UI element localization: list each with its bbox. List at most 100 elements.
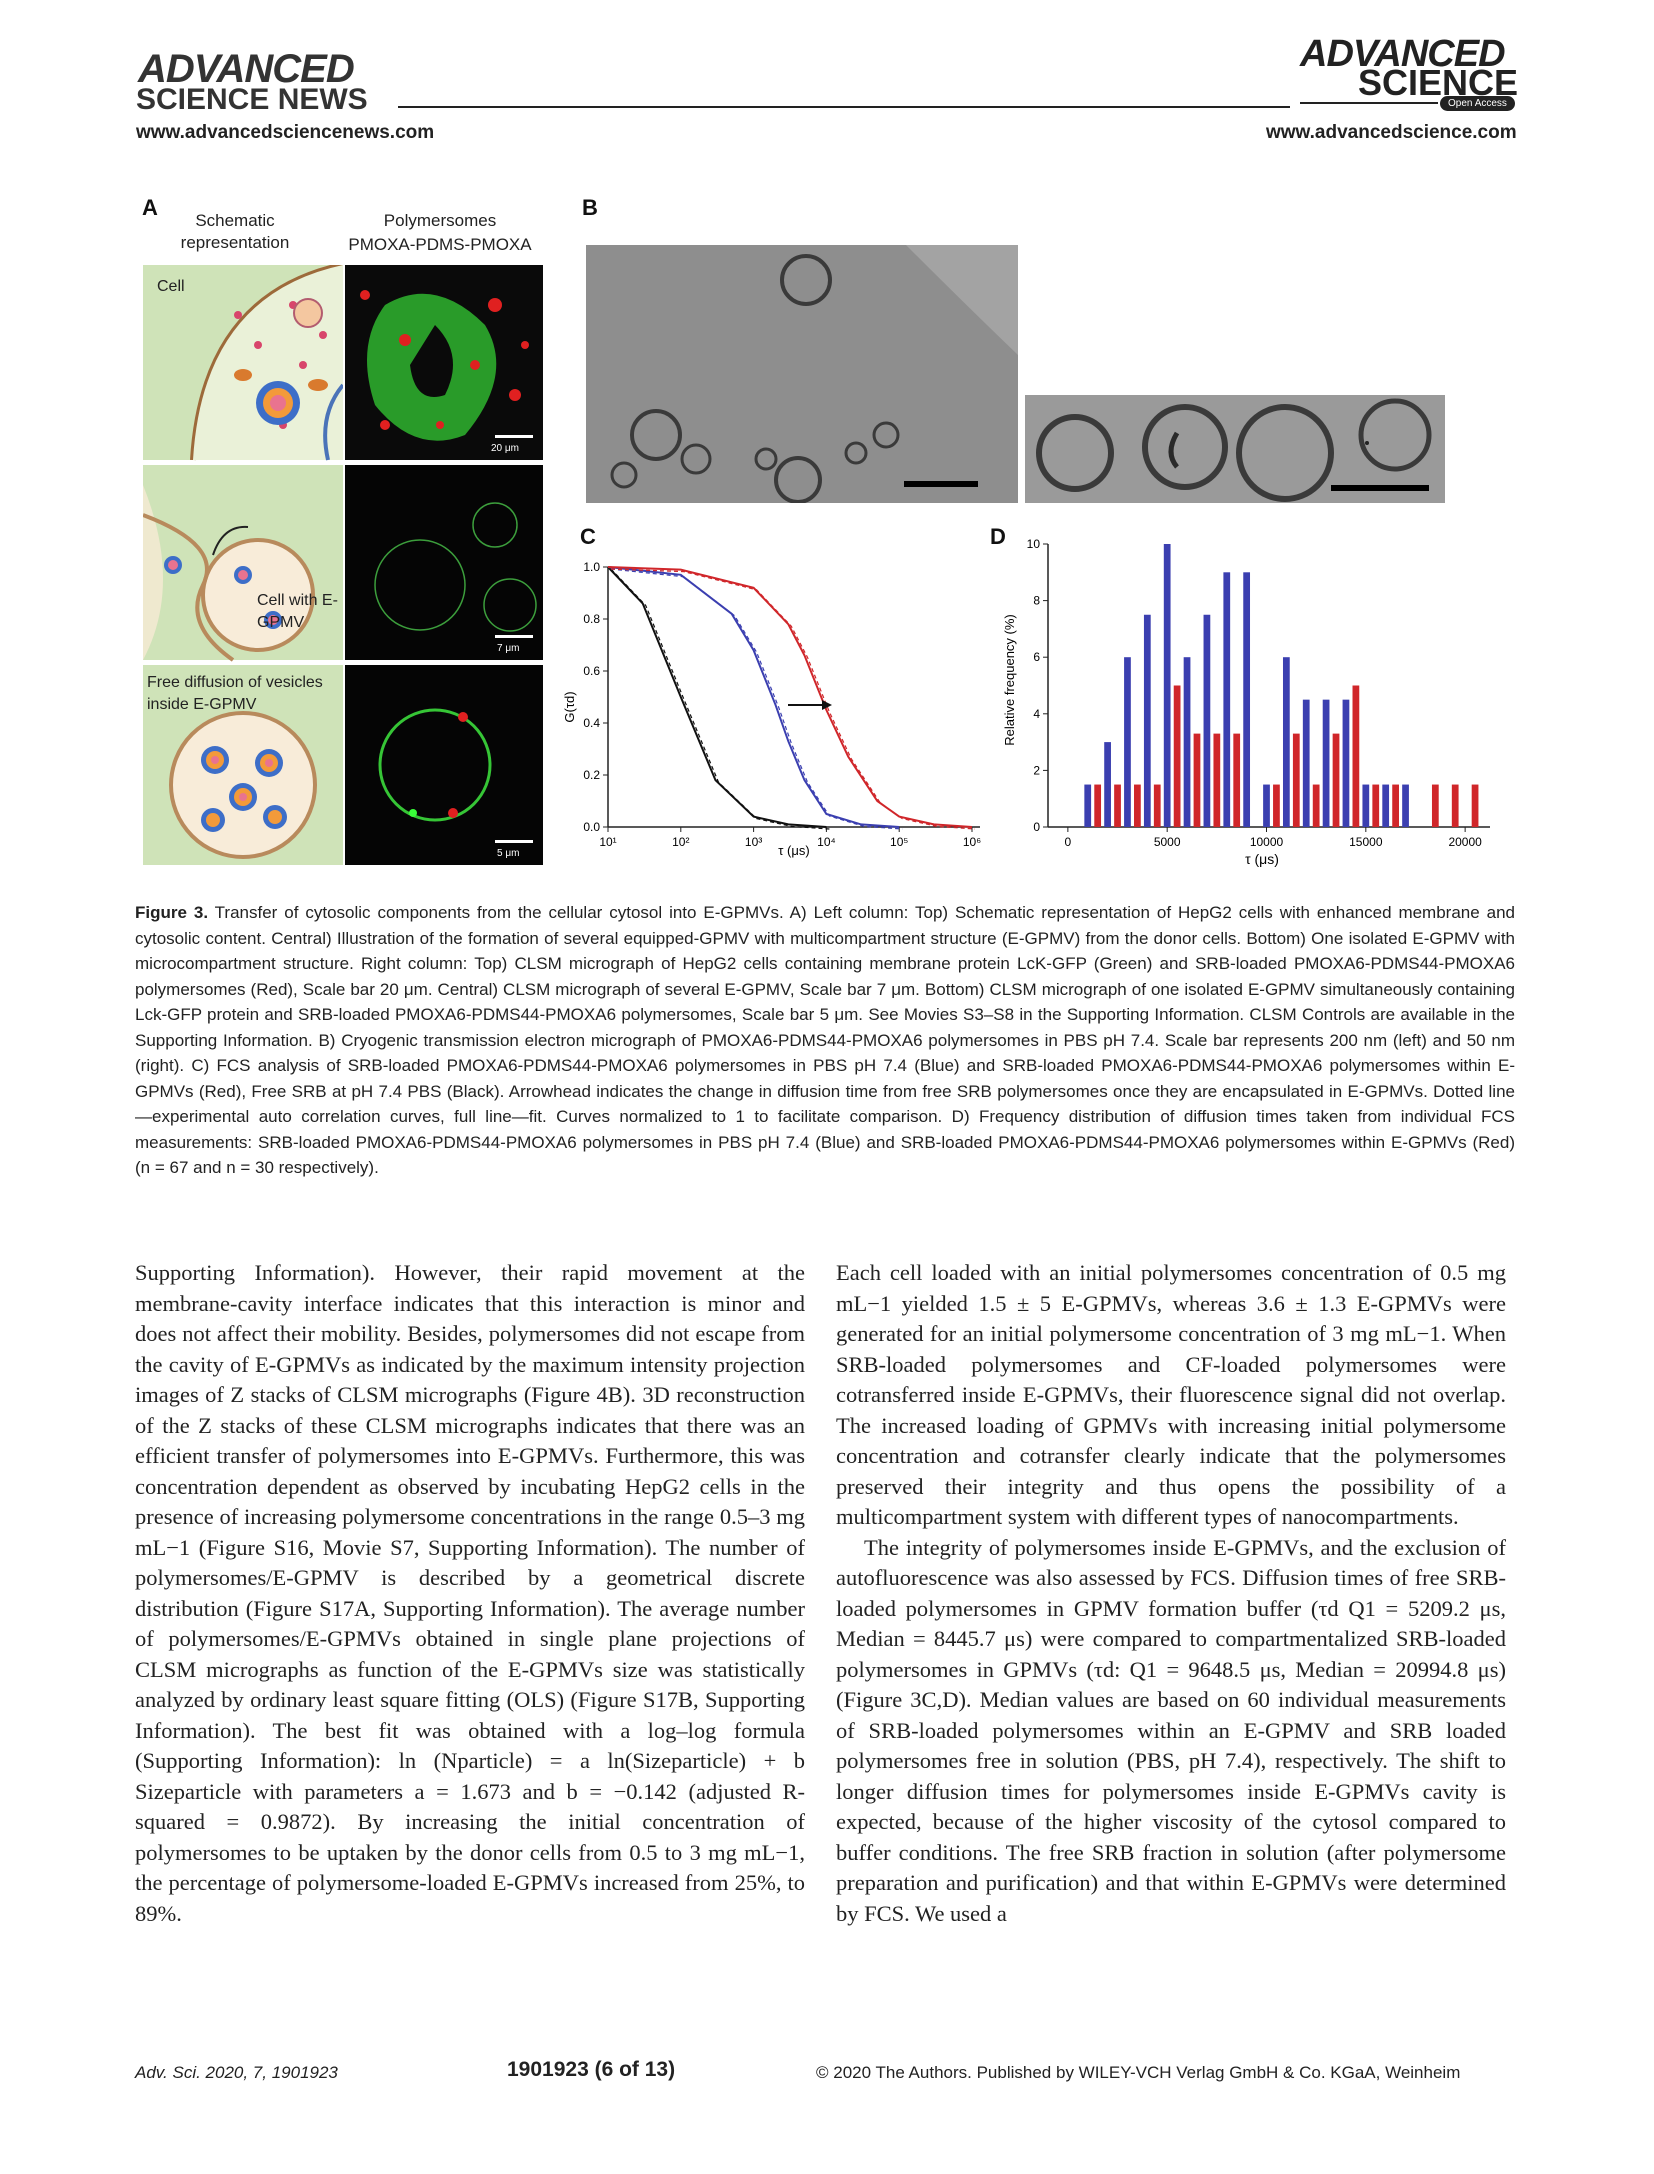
d-ytick-label: 10 [1027, 537, 1041, 551]
d-bar [1233, 733, 1241, 827]
d-ytick-label: 0 [1033, 820, 1040, 834]
panel-a-row2-label: Cell with E-GPMV [257, 592, 338, 631]
panel-d-chart: 10 8 6 4 2 0 0 5000 10000 15000 20000 Relative fr… [1002, 537, 1490, 867]
d-bar [1193, 733, 1201, 827]
d-xtick-label: 5000 [1154, 835, 1181, 849]
right-logo-line1: ADVANCED [1300, 33, 1506, 75]
d-bar [1223, 572, 1231, 827]
scale-bar-3-label: 5 μm [497, 848, 520, 859]
d-bar [1402, 784, 1409, 827]
figure-caption: Figure 3. Transfer of cytosolic componen… [135, 900, 1515, 1181]
c-ytick-label: 0.0 [583, 820, 600, 834]
panel-a-col1-header: Schematic representation [180, 211, 290, 252]
panel-c-chart: 1.0 0.8 0.6 0.4 0.2 0.0 10¹ 10² 10³ 10⁴ 10⁵ 10⁶ G(… [562, 560, 981, 858]
d-xtick-label: 10000 [1250, 835, 1284, 849]
c-xtick-label: 10¹ [599, 835, 616, 849]
right-paragraph-1: Each cell loaded with an initial polymer… [836, 1260, 1506, 1529]
c-ytick-label: 0.4 [583, 716, 600, 730]
d-bar [1451, 784, 1459, 827]
d-bar [1183, 657, 1191, 827]
micrograph-2 [345, 465, 543, 660]
c-series-dotted [610, 568, 903, 830]
d-bar [1243, 572, 1251, 827]
cryo-tem-right [1025, 395, 1445, 503]
d-bar [1094, 784, 1102, 827]
panel-c-xlabel: τ (μs) [778, 843, 809, 858]
d-bar [1084, 784, 1092, 827]
c-xtick-label: 10³ [745, 835, 762, 849]
c-ytick-label: 1.0 [583, 560, 600, 574]
d-xtick-label: 0 [1065, 835, 1072, 849]
d-bar [1342, 699, 1350, 827]
footer-copyright: © 2020 The Authors. Published by WILEY-V… [816, 2063, 1461, 2082]
c-xtick-label: 10² [672, 835, 689, 849]
c-xtick-label: 10⁴ [817, 835, 836, 849]
d-bar [1104, 742, 1111, 827]
d-xtick-label: 20000 [1448, 835, 1482, 849]
panel-a-letter: A [142, 195, 158, 220]
right-logo-rule [1300, 102, 1438, 104]
c-series-dotted [610, 568, 830, 830]
panel-a-schematic [143, 265, 343, 865]
cryo-tem-left [586, 245, 1018, 503]
c-ytick-label: 0.8 [583, 612, 600, 626]
d-bar [1362, 784, 1370, 827]
d-ytick-label: 4 [1033, 707, 1040, 721]
d-bar [1392, 784, 1399, 827]
left-url[interactable]: www.advancedsciencenews.com [136, 122, 435, 143]
caption-text: Transfer of cytosolic components from th… [135, 903, 1515, 1177]
c-xtick-label: 10⁶ [963, 835, 981, 849]
c-xtick-label: 10⁵ [890, 835, 908, 849]
panel-a-row3-label: Free diffusion of vesicles inside E-GPMV [147, 674, 323, 713]
body-right-column: Each cell loaded with an initial polymer… [836, 1258, 1506, 1929]
d-bar [1302, 699, 1310, 827]
d-bar [1273, 784, 1280, 827]
panel-c-letter: C [580, 524, 596, 549]
d-ytick-label: 6 [1033, 650, 1040, 664]
left-logo-line1: ADVANCED [138, 47, 355, 91]
d-bar [1124, 657, 1131, 827]
d-bar [1153, 784, 1161, 827]
right-url[interactable]: www.advancedscience.com [1266, 122, 1517, 143]
d-bar [1382, 784, 1390, 827]
d-bar [1173, 685, 1181, 827]
c-series-line [607, 566, 973, 828]
d-bar [1292, 733, 1300, 827]
panel-d-xlabel: τ (μs) [1245, 851, 1279, 867]
c-ytick-label: 0.2 [583, 768, 600, 782]
panel-a-micrographs [345, 265, 543, 865]
d-bar [1282, 657, 1290, 827]
d-bar [1332, 733, 1340, 827]
left-paragraph: Supporting Information). However, their … [135, 1260, 805, 1926]
right-logo-line2: SCIENCE [1358, 62, 1519, 103]
c-ytick-label: 0.6 [583, 664, 600, 678]
shift-arrowhead [822, 700, 832, 710]
d-bar [1431, 784, 1439, 827]
micrograph-3 [345, 665, 543, 865]
header-rule [398, 106, 1290, 108]
footer-page: 1901923 (6 of 13) [507, 2058, 676, 2081]
scale-bar-2-label: 7 μm [497, 643, 520, 654]
d-bar [1263, 784, 1270, 827]
caption-label: Figure 3. [135, 903, 209, 922]
gpmv-bud [201, 538, 315, 652]
d-bar [1143, 614, 1151, 827]
body-left-column: Supporting Information). However, their … [135, 1258, 805, 1929]
panel-a-col2-header-1: Polymersomes [383, 211, 497, 230]
right-paragraph-2: The integrity of polymersomes inside E-G… [836, 1534, 1506, 1926]
panel-b-letter: B [582, 195, 598, 220]
footer-journal: Adv. Sci. 2020, 7, 1901923 [135, 2063, 338, 2082]
panel-c-ylabel: G(τd) [562, 691, 577, 722]
d-bar [1312, 784, 1320, 827]
d-bar [1322, 699, 1330, 827]
c-series-dotted [610, 568, 976, 830]
c-series-line [607, 566, 900, 828]
c-series-line [607, 566, 827, 828]
scale-bar-1-label: 20 μm [491, 443, 519, 454]
d-ytick-label: 2 [1033, 763, 1040, 777]
d-bar [1163, 544, 1171, 827]
d-bar [1213, 733, 1221, 827]
panel-d-letter: D [990, 524, 1006, 549]
panel-a-col2-header-2: PMOXA-PDMS-PMOXA [348, 235, 532, 254]
d-bar [1114, 784, 1121, 827]
